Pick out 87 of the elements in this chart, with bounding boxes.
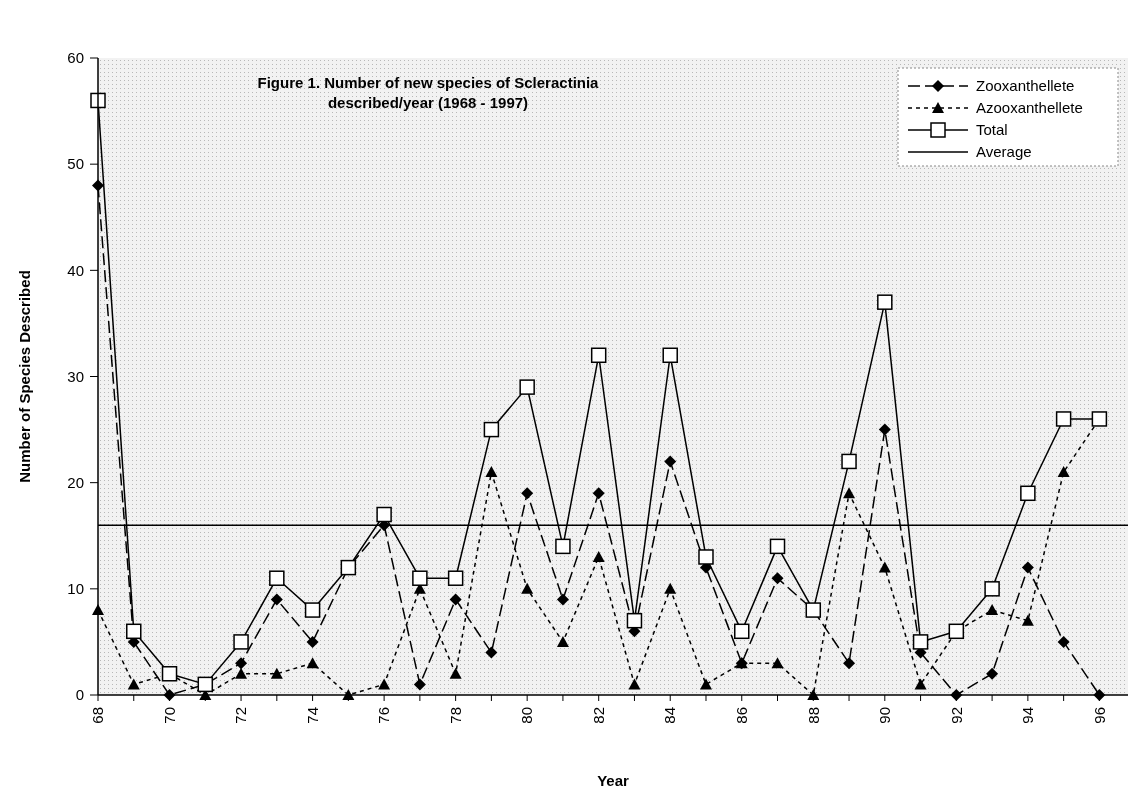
- point: [556, 593, 569, 606]
- point: [304, 602, 321, 618]
- x-tick-label: 84: [661, 707, 679, 724]
- point: [270, 667, 283, 679]
- point: [590, 347, 607, 364]
- y-tick-label: 40: [67, 261, 84, 279]
- point: [1020, 485, 1036, 502]
- point: [628, 678, 641, 690]
- y-tick-label: 60: [67, 49, 84, 67]
- x-tick-label: 82: [589, 707, 607, 724]
- x-tick-label: 94: [1019, 707, 1037, 724]
- point: [771, 657, 784, 669]
- legend-label: Total: [976, 121, 1008, 139]
- y-tick-label: 0: [75, 686, 84, 704]
- point: [485, 646, 498, 659]
- point: [483, 421, 500, 438]
- point: [734, 623, 750, 640]
- x-tick-label: 90: [876, 707, 894, 724]
- point: [485, 466, 498, 478]
- point: [1021, 561, 1034, 574]
- point: [843, 657, 856, 670]
- point: [519, 379, 535, 395]
- y-tick-label: 10: [67, 580, 84, 598]
- point: [306, 657, 319, 669]
- point: [126, 623, 142, 640]
- point: [986, 667, 999, 680]
- y-tick-label: 50: [67, 155, 84, 173]
- point: [521, 487, 534, 500]
- point: [699, 678, 712, 690]
- point: [771, 572, 784, 585]
- point: [235, 657, 248, 670]
- x-tick-label: 92: [947, 707, 965, 724]
- point: [986, 604, 999, 616]
- point: [592, 550, 605, 562]
- point: [1057, 635, 1070, 648]
- point: [235, 667, 248, 679]
- x-tick-label: 96: [1090, 707, 1108, 724]
- point: [878, 423, 891, 436]
- x-tick-label: 68: [89, 707, 107, 724]
- point: [592, 487, 605, 500]
- x-tick-label: 78: [446, 707, 464, 724]
- y-tick-label: 20: [67, 473, 84, 491]
- point: [376, 506, 392, 523]
- x-tick-label: 88: [804, 707, 822, 724]
- x-tick-label: 76: [375, 707, 393, 724]
- point: [664, 582, 677, 594]
- point: [556, 635, 569, 647]
- point: [270, 593, 283, 606]
- point: [555, 538, 571, 555]
- y-axis-title: Number of Species Described: [16, 270, 33, 483]
- x-axis-title: Year: [597, 772, 630, 789]
- point: [843, 487, 856, 499]
- point: [269, 570, 285, 586]
- point: [664, 455, 677, 468]
- x-tick-label: 86: [733, 707, 750, 724]
- legend-label: Average: [976, 143, 1032, 161]
- point: [449, 593, 462, 606]
- point: [912, 634, 929, 650]
- point: [914, 678, 927, 690]
- point: [698, 549, 714, 565]
- point: [447, 570, 464, 586]
- point: [769, 538, 786, 555]
- point: [449, 667, 462, 679]
- point: [878, 561, 891, 573]
- point: [413, 678, 426, 691]
- point: [841, 453, 857, 470]
- point: [877, 294, 893, 310]
- x-tick-label: 72: [232, 707, 250, 724]
- point: [412, 570, 428, 586]
- point: [626, 612, 643, 629]
- point: [521, 582, 534, 594]
- legend-label: Azooxanthellete: [976, 99, 1083, 117]
- point: [1055, 411, 1072, 427]
- point: [1057, 466, 1070, 478]
- x-tick-label: 70: [160, 707, 178, 724]
- point: [127, 678, 140, 690]
- text: Figure 1. Number of new species of Scleractinia described/year (1968 - 1997): [257, 74, 600, 111]
- point: [233, 634, 249, 650]
- point: [984, 581, 1000, 597]
- point: [1021, 614, 1034, 626]
- y-tick-label: 30: [67, 367, 84, 385]
- point: [662, 347, 678, 364]
- x-tick-label: 80: [518, 707, 536, 724]
- legend-label: Zooxanthellete: [976, 77, 1075, 95]
- x-tick-label: 74: [303, 707, 321, 724]
- point: [378, 678, 391, 690]
- point: [306, 635, 319, 648]
